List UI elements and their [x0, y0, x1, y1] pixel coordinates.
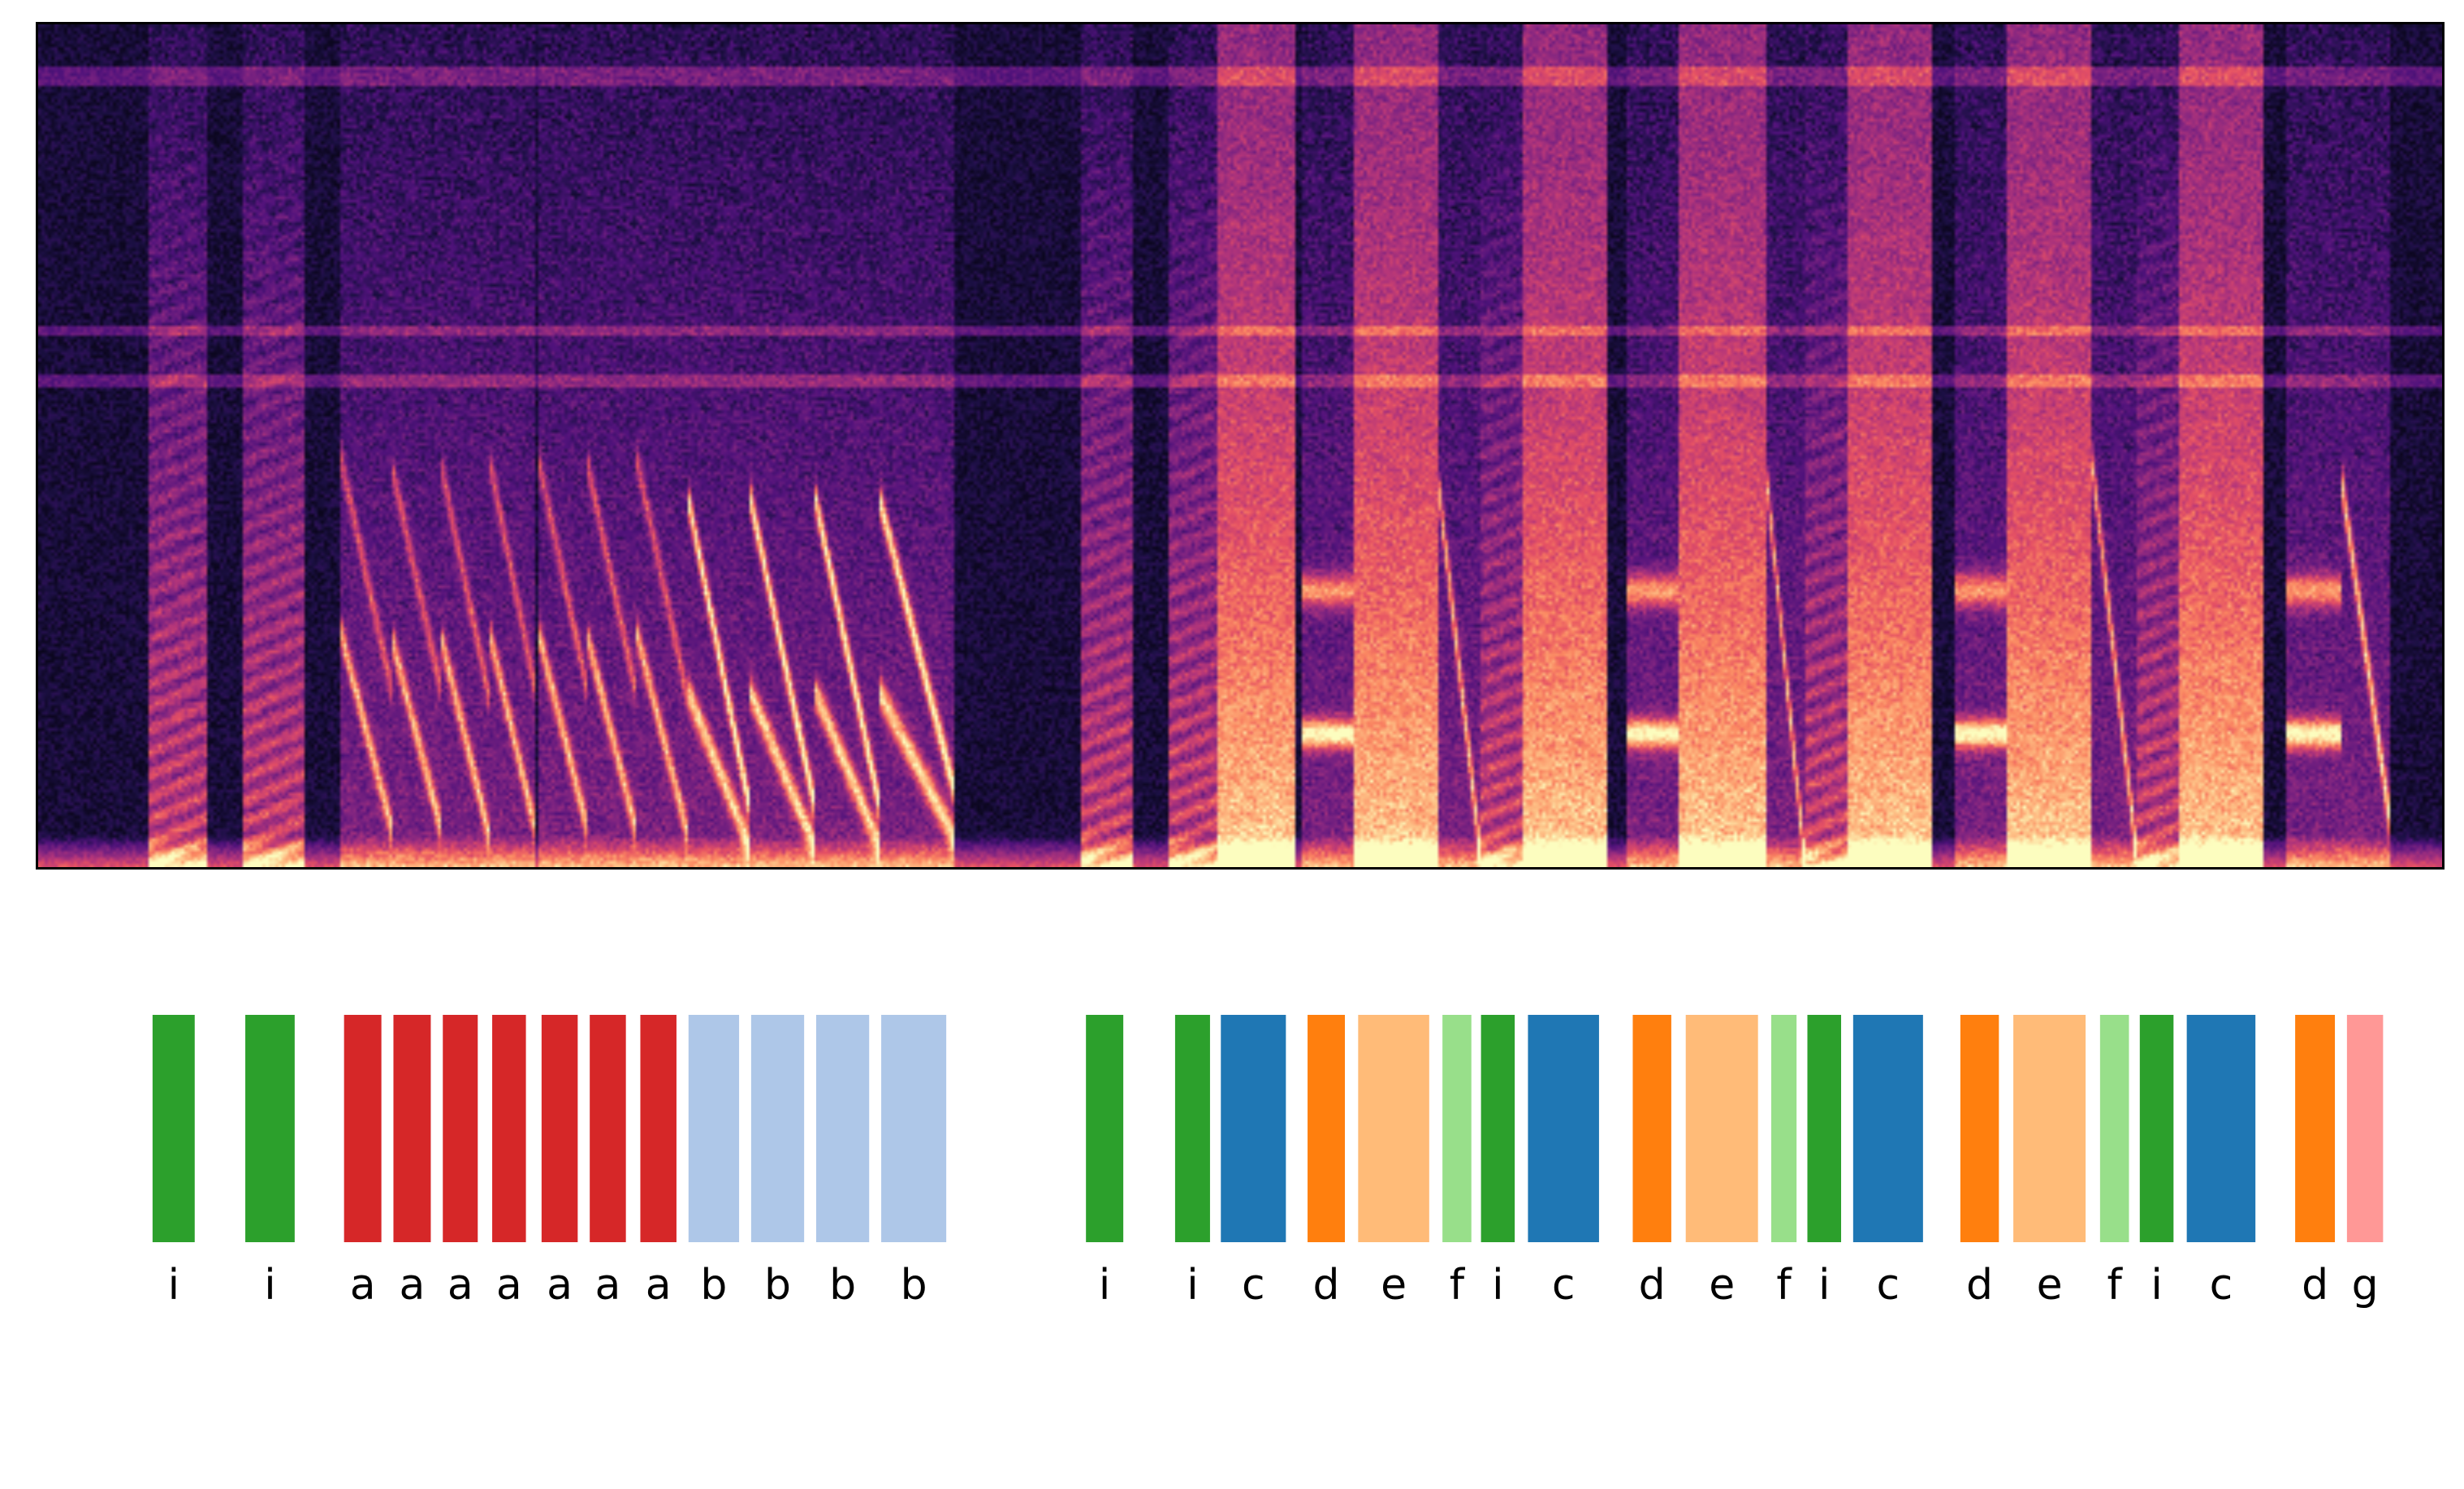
syllable-bar-d — [1308, 1015, 1346, 1242]
syllable-bar-b — [750, 1015, 805, 1242]
syllable-label: i — [168, 1261, 179, 1310]
syllable-label: a — [547, 1261, 573, 1310]
syllable-label: i — [2151, 1261, 2162, 1310]
syllable-label: c — [2210, 1261, 2233, 1310]
syllable-bar-a — [443, 1015, 478, 1242]
syllable-label: a — [496, 1261, 522, 1310]
syllable-bar-c — [2186, 1015, 2256, 1242]
syllable-bar-a — [541, 1015, 578, 1242]
syllable-bar-i — [1086, 1015, 1124, 1242]
syllable-label: a — [646, 1261, 672, 1310]
syllable-bars — [152, 1015, 2384, 1242]
syllable-label: a — [447, 1261, 473, 1310]
syllable-label: c — [1877, 1261, 1900, 1310]
syllable-label: e — [2037, 1261, 2063, 1310]
syllable-label: i — [1492, 1261, 1503, 1310]
syllable-label: d — [1639, 1261, 1666, 1310]
syllable-label: e — [1709, 1261, 1735, 1310]
syllable-bar-i — [2139, 1015, 2174, 1242]
syllable-label: a — [350, 1261, 376, 1310]
syllable-label: b — [901, 1261, 927, 1310]
syllable-label: f — [1776, 1261, 1792, 1310]
syllable-bar-b — [815, 1015, 870, 1242]
syllable-label: d — [1966, 1261, 1993, 1310]
syllable-label: c — [1552, 1261, 1576, 1310]
syllable-bar-d — [1960, 1015, 1999, 1242]
syllable-label: a — [400, 1261, 426, 1310]
syllable-label: g — [2352, 1261, 2379, 1310]
syllable-bar-a — [640, 1015, 677, 1242]
syllable-label: f — [1450, 1261, 1466, 1310]
syllable-bar-g — [2346, 1015, 2384, 1242]
syllable-bar-c — [1221, 1015, 1286, 1242]
syllable-label: d — [2302, 1261, 2328, 1310]
syllable-bar-c — [1852, 1015, 1923, 1242]
syllable-bar-a — [492, 1015, 526, 1242]
syllable-label: b — [700, 1261, 727, 1310]
syllable-label: a — [594, 1261, 620, 1310]
syllable-bar-c — [1528, 1015, 1599, 1242]
syllable-label: i — [264, 1261, 275, 1310]
syllable-bar-b — [881, 1015, 947, 1242]
syllable-bar-i — [1807, 1015, 1842, 1242]
syllable-label: d — [1313, 1261, 1340, 1310]
syllable-label: b — [764, 1261, 791, 1310]
syllable-label: b — [829, 1261, 856, 1310]
syllable-label: c — [1242, 1261, 1265, 1310]
syllable-bar-e — [1685, 1015, 1758, 1242]
spectrogram-image — [38, 24, 2442, 867]
syllable-bar-d — [2295, 1015, 2336, 1242]
syllable-bar-d — [1632, 1015, 1671, 1242]
syllable-bar-e — [2013, 1015, 2086, 1242]
syllable-bar-f — [1771, 1015, 1797, 1242]
syllable-bar-a — [344, 1015, 382, 1242]
syllable-bar-e — [1358, 1015, 1429, 1242]
syllable-bar-i — [1174, 1015, 1210, 1242]
syllable-bar-i — [152, 1015, 195, 1242]
syllable-label: i — [1099, 1261, 1110, 1310]
syllable-label: i — [1818, 1261, 1830, 1310]
syllable-label: e — [1381, 1261, 1407, 1310]
syllable-bar-a — [393, 1015, 431, 1242]
syllable-bar-i — [245, 1015, 295, 1242]
syllable-label: i — [1187, 1261, 1198, 1310]
syllable-bar-a — [590, 1015, 626, 1242]
spectrogram-panel — [36, 22, 2445, 870]
syllable-bar-f — [1442, 1015, 1472, 1242]
syllable-bar-b — [688, 1015, 740, 1242]
syllable-bar-i — [1481, 1015, 1515, 1242]
syllable-bar-f — [2099, 1015, 2129, 1242]
syllable-label: f — [2107, 1261, 2124, 1310]
